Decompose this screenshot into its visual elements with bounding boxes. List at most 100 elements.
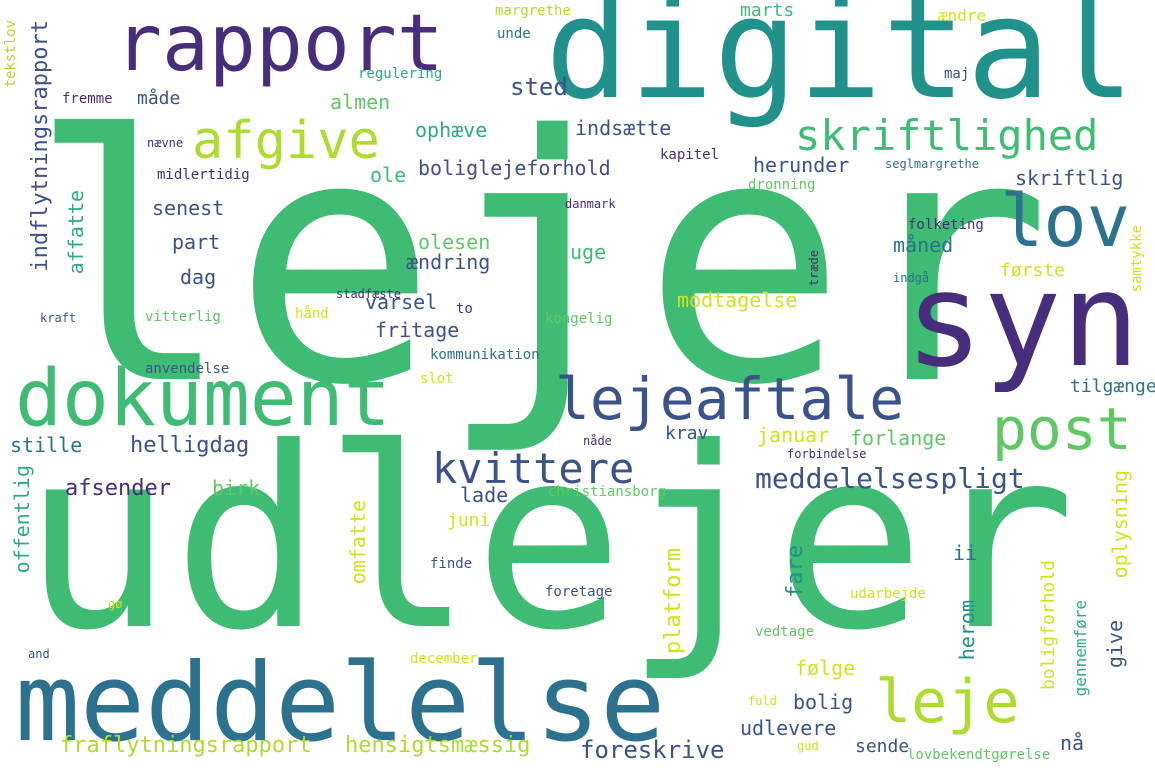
word-regulering: regulering (358, 66, 443, 82)
word-foretage: foretage (545, 584, 613, 600)
word-maj: maj (944, 66, 970, 82)
word-seglmargrethe: seglmargrethe (885, 157, 979, 171)
word-forbindelse: forbindelse (787, 447, 867, 461)
word-herom: herom (955, 600, 979, 661)
word-sende: sende (855, 736, 910, 757)
word-maade: måde (137, 88, 181, 109)
word-bolig: bolig (793, 690, 854, 714)
word-omfatte: omfatte (346, 500, 370, 585)
word-finde: finde (430, 556, 473, 572)
word-december: december (410, 651, 478, 667)
word-varsel: varsel (365, 290, 438, 314)
word-vitterlig: vitterlig (145, 309, 221, 325)
word-gud: gud (797, 739, 819, 753)
word-danmark: danmark (565, 197, 616, 211)
word-skriftlig: skriftlig (1015, 166, 1124, 190)
word-kongelig: kongelig (545, 311, 613, 327)
word-anvendelse: samtykke (1129, 225, 1145, 293)
word-kommunikation: anvendelse (145, 361, 230, 377)
word-stille: stille (10, 433, 83, 457)
word-modtagelse: modtagelse (677, 288, 798, 312)
word-vedtage: vedtage (755, 624, 815, 640)
word-lovbekendtgoerelse: tekstlov (3, 20, 19, 88)
word-indflytningsrapport: indflytningsrapport (28, 20, 53, 272)
word-foreskrive: foreskrive (580, 736, 725, 764)
word-hensigtsmaessig: hensigtsmæssig (345, 733, 531, 758)
word-dag: dag (180, 265, 217, 289)
word-forlange: forlange (850, 426, 947, 450)
word-kvittere: kvittere (432, 444, 635, 493)
word-offentlig: offentlig (10, 465, 34, 574)
word-platform: platform (661, 548, 686, 654)
word-sted: sted (510, 73, 568, 101)
word-udlejer: udlejer (22, 394, 1076, 685)
word-olesen: olesen (418, 230, 491, 254)
word-traede: kraft (40, 311, 77, 325)
word-syn: syn (905, 244, 1140, 396)
word-tekstlov: lovbekendtgørelse (907, 747, 1051, 763)
word-fraflytningsrapport: fraflytningsrapport (60, 733, 312, 758)
word-goe: gø (108, 597, 123, 611)
word-indgaa: træde (807, 250, 821, 287)
word-naevne: nævne (147, 136, 184, 150)
word-dronning: dronning (748, 177, 816, 193)
word-skriftlighed: skriftlighed (795, 111, 1099, 160)
word-midlertidig: midlertidig (157, 167, 250, 183)
word-christiansborg: christiansborg (548, 484, 667, 500)
word-gennemfoere: gennemføre (1071, 600, 1090, 697)
word-foerste: første (1000, 260, 1066, 281)
word-ophaeve: ophæve (415, 118, 488, 142)
word-udlevere: udlevere (740, 716, 837, 740)
word-dokument: dokument (15, 354, 391, 444)
word-maaned: måned (893, 233, 954, 257)
word-indsaette: indsætte (575, 116, 672, 140)
word-herunder: herunder (753, 153, 850, 177)
word-lejer: lejer (28, 64, 1052, 460)
word-fuld: fuld (748, 694, 777, 708)
word-afsender: afsender (65, 476, 171, 501)
word-boliglejeforhold: boliglejeforhold (418, 156, 611, 180)
word-foelge: følge (795, 656, 856, 680)
word-aendre: tilgængelig (1070, 376, 1155, 397)
word-margrethe: margrethe (495, 3, 571, 19)
word-to: stadfæste (336, 287, 402, 301)
word-meddelelsespligt: meddelelsespligt (755, 462, 1025, 495)
word-lejeaftale: lejeaftale (555, 365, 905, 433)
word-kapitel: kapitel (660, 147, 720, 163)
word-post: post (992, 395, 1132, 463)
word-slot: kommunikation (430, 347, 540, 363)
word-unde: unde (497, 26, 531, 42)
word-naa: nå (1060, 731, 1085, 755)
word-almen: almen (330, 90, 391, 114)
word-ole: ole (370, 163, 407, 187)
word-helligdag: helligdag (130, 433, 250, 458)
word-folketing: folketing (908, 217, 984, 233)
word-birk: birk (212, 476, 261, 500)
word-fritage: fritage (375, 318, 460, 342)
word-lov: lov (1000, 179, 1131, 263)
word-uge: uge (570, 240, 607, 264)
word-krav: krav (665, 423, 709, 444)
word-boligforhold: boligforhold (1038, 560, 1059, 691)
word-juni: juni (447, 510, 491, 531)
word-fremme: fremme (62, 91, 113, 107)
word-januar: januar (757, 423, 830, 447)
word-udarbejde: udarbejde (850, 586, 926, 602)
word-part: part (172, 230, 221, 254)
word-marts: marts (740, 0, 795, 21)
word-stadfaeste: indgå (893, 271, 930, 285)
word-afgive: afgive (192, 111, 380, 171)
word-and: and (28, 647, 50, 661)
word-affatte: affatte (64, 190, 88, 275)
word-digital: digital (545, 0, 1136, 131)
word-tilgaengelig: ændre (938, 6, 987, 25)
word-samtykke: slot (420, 371, 454, 387)
word-oplysning: oplysning (1108, 470, 1132, 579)
word-rapport: rapport (115, 0, 444, 89)
word-kraft: to (456, 301, 473, 317)
word-ii: ii (953, 541, 978, 565)
word-give: give (1103, 620, 1127, 669)
word-senest: senest (152, 196, 225, 220)
word-meddelelse: meddelelse (15, 641, 666, 766)
